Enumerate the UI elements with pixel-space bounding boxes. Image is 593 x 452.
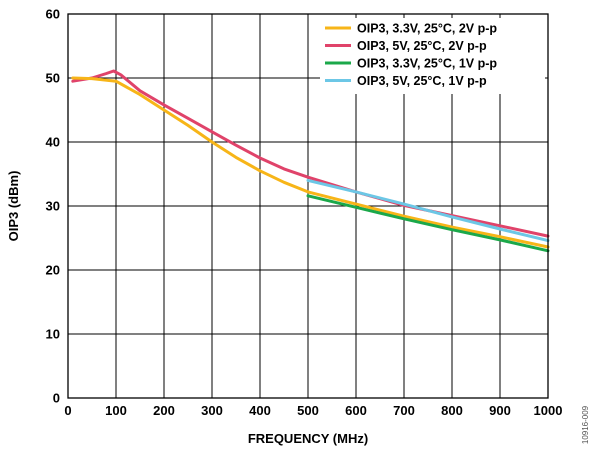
- legend-label: OIP3, 5V, 25°C, 2V p-p: [357, 39, 487, 53]
- plot-frame: [67, 13, 549, 399]
- series-line-1: [71, 76, 550, 249]
- x-axis-title: FREQUENCY (MHz): [248, 431, 368, 446]
- y-tick-label: 10: [46, 327, 60, 342]
- legend-label: OIP3, 3.3V, 25°C, 2V p-p: [357, 22, 497, 36]
- x-tick-label: 800: [441, 403, 463, 418]
- x-tick-label: 600: [345, 403, 367, 418]
- series-line-3: [306, 194, 550, 253]
- series-lines: [71, 69, 550, 253]
- legend-label: OIP3, 3.3V, 25°C, 1V p-p: [357, 57, 497, 71]
- y-tick-label: 0: [53, 391, 60, 406]
- tick-labels: 0 100 200 300 400 500 600 700 800 900 1000 0 10 20 30 4…: [46, 7, 563, 419]
- x-tick-label: 100: [105, 403, 127, 418]
- y-tick-label: 50: [46, 71, 60, 86]
- x-tick-label: 400: [249, 403, 271, 418]
- y-tick-label: 60: [46, 7, 60, 22]
- y-tick-label: 40: [46, 135, 60, 150]
- x-tick-label: 200: [153, 403, 175, 418]
- legend-background: [320, 18, 545, 94]
- x-tick-label: 900: [489, 403, 511, 418]
- legend: OIP3, 3.3V, 25°C, 2V p-p OIP3, 5V, 25°C, …: [320, 18, 545, 94]
- figure-id: 10916-009: [581, 405, 590, 444]
- series-line-4: [306, 178, 550, 243]
- x-tick-label: 500: [297, 403, 319, 418]
- y-tick-label: 20: [46, 263, 60, 278]
- x-tick-label: 300: [201, 403, 223, 418]
- y-axis-title: OIP3 (dBm): [6, 171, 21, 242]
- x-tick-label: 0: [64, 403, 71, 418]
- x-tick-label: 1000: [534, 403, 563, 418]
- x-tick-label: 700: [393, 403, 415, 418]
- y-tick-label: 30: [46, 199, 60, 214]
- legend-label: OIP3, 5V, 25°C, 1V p-p: [357, 74, 487, 88]
